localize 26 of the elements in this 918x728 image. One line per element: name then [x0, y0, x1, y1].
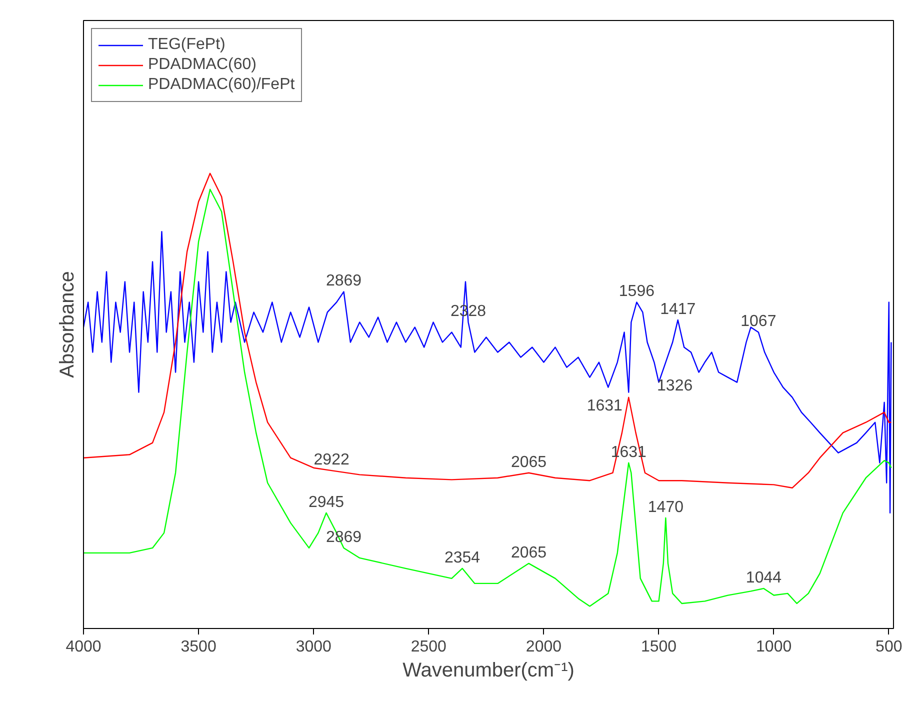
annotation: 2065 — [510, 454, 547, 471]
annotation: 1326 — [657, 377, 693, 394]
annotation: 1631 — [586, 397, 623, 414]
x-tick-label: 4000 — [66, 638, 102, 656]
x-tick-label: 2500 — [410, 638, 447, 656]
annotation: 1417 — [660, 300, 696, 318]
annotation: 1470 — [648, 498, 684, 516]
x-tick-label: 3000 — [296, 638, 332, 656]
x-tick-label: 1000 — [756, 638, 792, 656]
annotation: 1044 — [746, 569, 782, 586]
annotation: 2354 — [444, 549, 480, 566]
x-axis-title: Wavenumber(cm⁻¹) — [402, 660, 574, 682]
annotation: 2869 — [326, 272, 362, 290]
legend-label: PDADMAC(60) — [148, 56, 256, 74]
annotation: 2922 — [314, 452, 350, 469]
legend-label: TEG(FePt) — [148, 36, 226, 54]
annotation: 1067 — [740, 313, 776, 330]
x-tick-label: 1500 — [640, 638, 677, 656]
legend-label: PDADMAC(60)/FePt — [148, 76, 295, 94]
x-tick-label: 3500 — [180, 638, 216, 656]
annotation: 1596 — [618, 283, 655, 300]
y-axis-title: Absorbance — [56, 271, 78, 378]
x-tick-label: 2000 — [526, 638, 562, 656]
x-tick-label: 500 — [876, 638, 902, 656]
annotation: 2065 — [510, 544, 547, 562]
annotation: 2945 — [308, 494, 344, 511]
